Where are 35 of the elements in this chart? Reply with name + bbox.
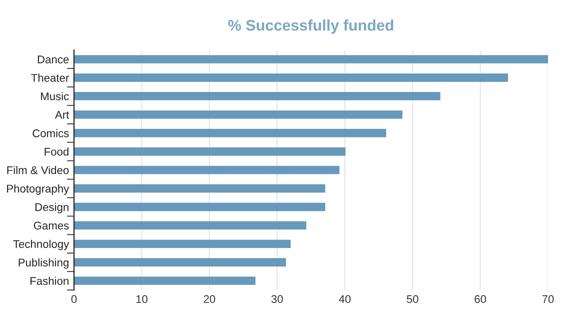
y-tick-label: Film & Video — [7, 166, 69, 174]
bar — [74, 166, 340, 174]
y-tick-label: Theater — [31, 74, 69, 82]
y-tick-label: Dance — [38, 56, 69, 64]
y-tick-label: Fashion — [30, 276, 68, 285]
y-tick-label: Design — [35, 202, 68, 214]
bar — [74, 276, 256, 285]
bar — [74, 55, 548, 64]
x-tick-label: 30 — [271, 295, 283, 304]
bar — [74, 240, 291, 248]
x-tick-label: 10 — [136, 295, 148, 304]
bar — [74, 258, 286, 266]
y-tick-label: Games — [34, 222, 69, 230]
bar — [74, 128, 386, 138]
y-tick-label: Music — [41, 92, 69, 100]
x-tick-label: 50 — [406, 295, 418, 304]
y-tick-label: Art — [54, 110, 70, 119]
x-tick-label: 60 — [474, 295, 486, 304]
bar — [74, 74, 508, 82]
x-tick-label: 0 — [71, 295, 77, 304]
bar — [74, 92, 440, 100]
bar — [74, 221, 306, 230]
bar — [74, 110, 402, 119]
y-tick-label: Comics — [32, 129, 69, 138]
y-tick-label: Food — [44, 148, 68, 156]
x-tick-label: 20 — [204, 295, 216, 304]
x-tick-label: 70 — [542, 295, 554, 304]
bar — [74, 184, 326, 193]
x-tick-label: 40 — [338, 295, 351, 304]
y-tick-label: Technology — [13, 240, 70, 250]
chart-title: % Successfully funded — [228, 19, 394, 34]
bar — [74, 147, 346, 156]
y-tick-label: Photography — [7, 184, 70, 195]
bar — [74, 202, 326, 212]
y-tick-label: Publishing — [18, 258, 68, 269]
